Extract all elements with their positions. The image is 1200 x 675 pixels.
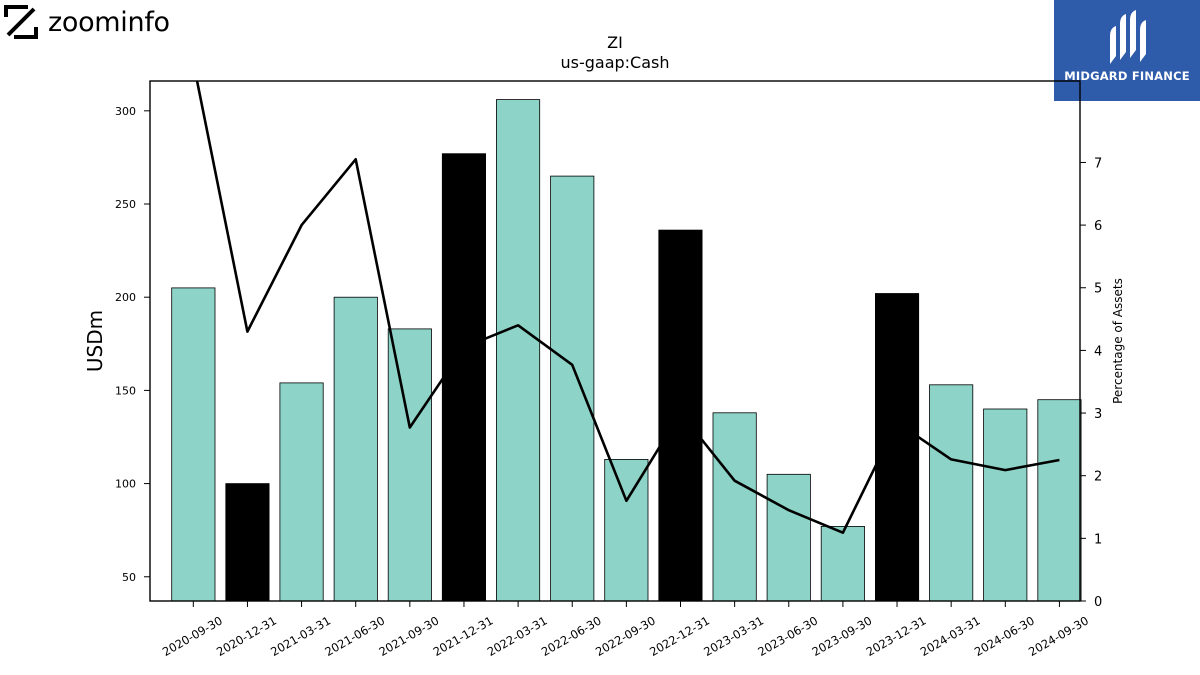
y-axis-label: USDm	[83, 310, 107, 372]
bar-2022-06-30	[550, 175, 595, 602]
y2-tick-label: 1	[1094, 532, 1102, 547]
y2-axis-label: Percentage of Assets	[1111, 278, 1125, 404]
midgard-emblem-icon	[1110, 10, 1146, 64]
y-tick-label: 250	[115, 198, 136, 211]
x-tick-label: 2021-09-30	[376, 613, 441, 659]
percentage-line	[195, 81, 1060, 535]
y2-tick-label: 6	[1094, 219, 1102, 234]
bar-2021-03-31	[279, 382, 324, 602]
bar-2020-09-30	[171, 287, 216, 602]
x-tick-label: 2020-09-30	[160, 613, 225, 659]
bar-2022-09-30	[604, 458, 649, 602]
bar-2024-03-31	[929, 384, 974, 602]
x-tick-label: 2023-12-31	[864, 613, 929, 659]
x-tick-label: 2021-12-31	[431, 613, 496, 659]
y2-tick-label: 4	[1094, 344, 1102, 359]
y2-tick-label: 7	[1094, 156, 1102, 171]
y-tick-label: 200	[115, 291, 136, 304]
y-tick-label: 100	[115, 478, 136, 491]
bar-2023-03-31	[712, 412, 757, 602]
y-tick-label: 50	[122, 571, 136, 584]
midgard-finance-logo: MIDGARD FINANCE	[1054, 0, 1200, 101]
x-tick-label: 2022-12-31	[647, 613, 712, 659]
x-tick-label: 2020-12-31	[214, 613, 279, 659]
plot-frame	[149, 80, 1081, 602]
bar-2023-12-31	[875, 293, 920, 602]
chart-title: ZI	[607, 33, 623, 52]
zoominfo-mark-icon	[4, 5, 38, 39]
y2-tick-label: 0	[1094, 595, 1102, 610]
zoominfo-logo: zoominfo	[4, 4, 170, 40]
left-axis-ticks: 50 100 150 200 250 300	[115, 105, 150, 584]
bar-2021-12-31	[441, 153, 486, 602]
bar-2023-06-30	[766, 473, 811, 602]
x-tick-label: 2023-03-31	[701, 613, 766, 659]
y2-tick-label: 2	[1094, 470, 1102, 485]
right-axis-ticks: 0 1 2 3 4 5 6 7	[1080, 156, 1102, 610]
x-tick-label: 2024-09-30	[1026, 613, 1091, 659]
zoominfo-wordmark: zoominfo	[48, 6, 170, 38]
x-tick-label: 2023-09-30	[810, 613, 875, 659]
y2-tick-label: 5	[1094, 282, 1102, 297]
bar-2024-09-30	[1037, 399, 1082, 602]
x-tick-label: 2021-06-30	[322, 613, 387, 659]
bar-2020-12-31	[225, 483, 270, 602]
x-tick-label: 2023-06-30	[755, 613, 820, 659]
x-tick-label: 2024-03-31	[918, 613, 983, 659]
x-tick-label: 2021-03-31	[268, 613, 333, 659]
y2-tick-label: 3	[1094, 407, 1102, 422]
x-tick-label: 2024-06-30	[972, 613, 1037, 659]
y-tick-label: 150	[115, 384, 136, 397]
x-tick-label: 2022-03-31	[485, 613, 550, 659]
x-tick-label: 2022-09-30	[593, 613, 658, 659]
bar-2024-06-30	[983, 408, 1028, 602]
x-axis-ticks: 2020-09-302020-12-312021-03-312021-06-30…	[160, 601, 1091, 659]
bar-2021-06-30	[333, 296, 378, 602]
midgard-brand-text: MIDGARD FINANCE	[1064, 69, 1190, 83]
bar-series	[171, 99, 1082, 602]
y-tick-label: 300	[115, 105, 136, 118]
bar-2021-09-30	[387, 328, 432, 602]
chart-subtitle: us-gaap:Cash	[560, 53, 669, 72]
bar-2023-09-30	[820, 526, 865, 602]
x-tick-label: 2022-06-30	[539, 613, 604, 659]
bar-2022-03-31	[495, 99, 541, 602]
